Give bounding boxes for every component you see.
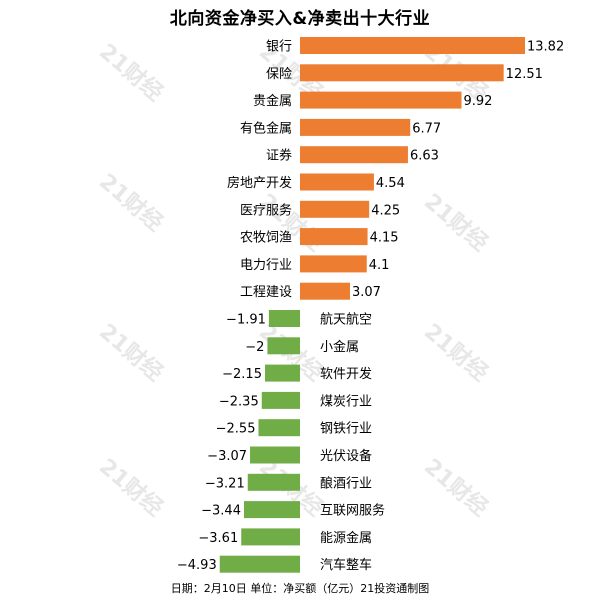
value-label: −3.61 (198, 531, 238, 546)
value-label: −3.21 (205, 476, 245, 491)
value-label: −2.55 (216, 422, 256, 437)
value-label: 4.1 (369, 258, 390, 273)
value-label: 13.82 (527, 40, 564, 55)
bar (300, 91, 462, 109)
category-label: 汽车整车 (320, 557, 372, 573)
value-label: 9.92 (464, 94, 493, 109)
bar (300, 118, 411, 136)
bar (250, 446, 300, 464)
category-label: 小金属 (320, 339, 359, 355)
value-label: 6.63 (410, 149, 439, 164)
value-label: 12.51 (506, 67, 543, 82)
bar (243, 501, 300, 519)
bar (268, 310, 300, 327)
category-label: 航天航空 (320, 312, 372, 328)
value-label: −2 (245, 340, 264, 355)
bar (300, 64, 504, 82)
value-label: −4.93 (177, 558, 217, 573)
category-label: 互联网服务 (320, 503, 385, 519)
bar (300, 200, 370, 218)
bar (267, 337, 300, 355)
category-label: 农牧饲渔 (240, 231, 292, 246)
value-label: 3.07 (352, 285, 381, 300)
category-label: 医疗服务 (240, 202, 292, 218)
chart-footer: 日期：2月10日 单位：净买额（亿元）21投资通制图 (170, 582, 430, 595)
bar (247, 473, 300, 491)
category-label: 有色金属 (240, 120, 292, 136)
bar (300, 228, 368, 246)
bar (300, 173, 374, 191)
bar (300, 146, 408, 164)
value-label: −3.07 (207, 449, 247, 464)
category-label: 房地产开发 (227, 175, 292, 191)
bar (300, 255, 367, 273)
bar (300, 282, 350, 300)
category-label: 光伏设备 (320, 448, 372, 464)
bar (241, 528, 300, 546)
category-label: 钢铁行业 (320, 422, 372, 437)
category-label: 贵金属 (253, 93, 292, 109)
category-label: 银行 (266, 40, 292, 55)
category-label: 电力行业 (240, 258, 292, 273)
category-label: 工程建设 (240, 285, 292, 300)
value-label: 4.54 (376, 176, 405, 191)
category-label: 证券 (266, 148, 292, 164)
bar (219, 555, 300, 573)
value-label: −1.91 (226, 313, 266, 328)
category-label: 保险 (266, 67, 292, 82)
value-label: −2.15 (222, 367, 262, 382)
category-label: 煤炭行业 (320, 394, 372, 409)
category-label: 酿酒行业 (320, 475, 372, 491)
bar (261, 391, 300, 409)
value-label: −3.44 (201, 504, 241, 519)
value-label: 4.15 (370, 231, 399, 246)
value-label: −2.35 (219, 394, 259, 409)
bar (264, 364, 300, 382)
category-label: 软件开发 (320, 366, 372, 382)
value-label: 4.25 (371, 203, 400, 218)
bar (300, 37, 525, 54)
bar (258, 419, 300, 437)
chart-title: 北向资金净买入&净卖出十大行业 (169, 9, 431, 29)
value-label: 6.77 (412, 121, 441, 136)
category-label: 能源金属 (320, 530, 372, 546)
